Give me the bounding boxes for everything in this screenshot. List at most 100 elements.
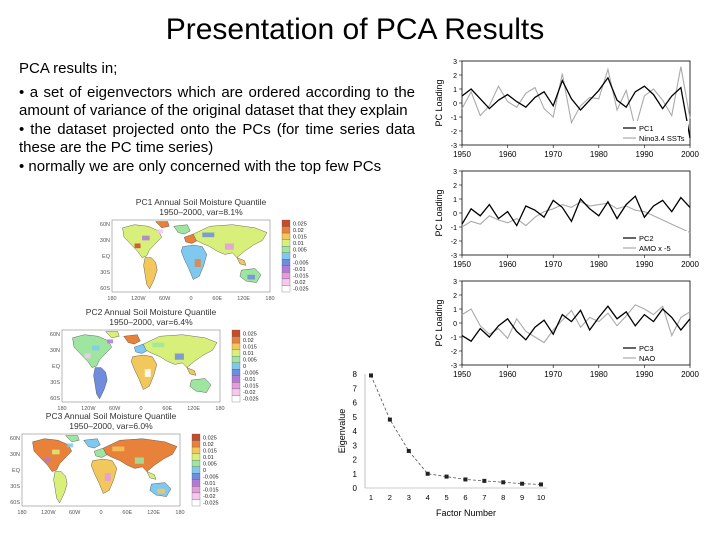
lat-tick-label: EQ bbox=[12, 468, 21, 474]
y-tick-label: 8 bbox=[353, 370, 358, 379]
colorbar-swatch bbox=[281, 278, 291, 286]
y-tick-label: 2 bbox=[453, 73, 457, 80]
colorbar-label: 0.025 bbox=[293, 221, 307, 227]
loading-patch bbox=[194, 259, 201, 267]
x-tick-label: 1960 bbox=[499, 370, 517, 379]
lat-tick-label: 30S bbox=[50, 380, 60, 386]
colorbar-swatch bbox=[281, 272, 291, 280]
colorbar-swatch bbox=[231, 382, 241, 390]
colorbar-label: 0.02 bbox=[243, 338, 254, 344]
land-region bbox=[181, 244, 208, 280]
colorbar-swatch bbox=[191, 492, 201, 500]
legend-label: AMO x -5 bbox=[639, 244, 671, 253]
x-tick-label: 2000 bbox=[681, 150, 699, 159]
x-tick-label: 1990 bbox=[636, 150, 654, 159]
eigenvalue-line bbox=[370, 375, 542, 485]
colorbar-label: -0.015 bbox=[243, 384, 259, 390]
lat-tick-label: 30N bbox=[50, 348, 60, 354]
lat-tick-label: 30N bbox=[100, 238, 110, 244]
amo-x-5-series-line bbox=[461, 201, 691, 234]
y-tick-label: -1 bbox=[451, 225, 457, 232]
nino3-4-ssts-series-line bbox=[461, 66, 691, 131]
colorbar-swatch bbox=[281, 246, 291, 253]
colorbar-swatch bbox=[191, 473, 201, 480]
x-tick-label: 7 bbox=[482, 493, 486, 502]
land-region bbox=[65, 435, 80, 443]
colorbar-label: -0.025 bbox=[243, 397, 259, 403]
colorbar-swatch bbox=[191, 486, 201, 494]
lon-tick-label: 120E bbox=[147, 510, 160, 516]
colorbar-swatch bbox=[191, 440, 201, 448]
y-tick-label: -3 bbox=[451, 143, 457, 150]
y-tick-label: 7 bbox=[353, 384, 358, 393]
colorbar-label: 0.02 bbox=[293, 228, 304, 234]
lon-tick-label: 180 bbox=[265, 296, 274, 302]
pc3-map: PC3 Annual Soil Moisture Quantile1950–20… bbox=[10, 411, 219, 516]
colorbar-swatch bbox=[231, 362, 241, 370]
x-tick-label: 1960 bbox=[499, 150, 517, 159]
loading-patch bbox=[247, 274, 255, 280]
x-tick-label: 1980 bbox=[590, 150, 608, 159]
colorbar-swatch bbox=[231, 342, 241, 350]
bullet-top-pcs: • normally we are only concerned with th… bbox=[19, 157, 382, 175]
y-tick-label: 4 bbox=[353, 427, 358, 436]
land-region bbox=[83, 438, 101, 449]
x-tick-label: 1970 bbox=[544, 150, 562, 159]
loading-patch bbox=[197, 384, 205, 390]
colorbar-swatch bbox=[191, 479, 201, 487]
colorbar-swatch bbox=[231, 336, 241, 344]
colorbar-label: 0.015 bbox=[243, 344, 257, 350]
lon-tick-label: 120E bbox=[237, 296, 250, 302]
loading-patch bbox=[144, 369, 151, 377]
colorbar-swatch bbox=[191, 466, 201, 474]
colorbar-swatch bbox=[191, 453, 201, 461]
scree-plot: Eigenvalue Factor Number 0 1 2 3 4 5 6 7 8 1 2 3 4 5 6 7 8… bbox=[337, 370, 547, 518]
y-tick-label: 5 bbox=[353, 413, 358, 422]
legend-label: Nino3.4 SSTs bbox=[639, 134, 685, 143]
colorbar-label: 0.015 bbox=[203, 448, 217, 454]
lat-tick-label: EQ bbox=[52, 364, 61, 370]
lon-tick-label: 180 bbox=[215, 406, 224, 412]
x-axis-label: Factor Number bbox=[436, 508, 496, 518]
colorbar-label: 0.01 bbox=[203, 455, 214, 461]
map-subtitle: 1950–2000, var=8.1% bbox=[159, 207, 243, 217]
y-tick-label: 1 bbox=[353, 470, 358, 479]
loading-patch bbox=[112, 446, 125, 452]
loading-patch bbox=[44, 457, 51, 463]
map-title: PC1 Annual Soil Moisture Quantile bbox=[136, 197, 267, 207]
colorbar-label: -0.02 bbox=[293, 280, 306, 286]
pc2-series-line bbox=[461, 195, 691, 227]
eigenvalue-point bbox=[520, 481, 525, 486]
lon-tick-label: 180 bbox=[175, 510, 184, 516]
loading-patch bbox=[52, 449, 60, 455]
x-tick-label: 1950 bbox=[453, 260, 471, 269]
colorbar-label: 0.005 bbox=[243, 357, 257, 363]
y-tick-label: 2 bbox=[453, 293, 457, 300]
x-tick-label: 9 bbox=[520, 493, 524, 502]
colorbar-label: 0.005 bbox=[293, 247, 307, 253]
bullet-projection: • the dataset projected onto the PCs (fo… bbox=[19, 120, 415, 157]
x-tick-label: 2000 bbox=[681, 370, 699, 379]
land-region bbox=[72, 334, 112, 368]
y-tick-label: 1 bbox=[453, 307, 457, 314]
loading-patch bbox=[134, 457, 144, 464]
x-tick-label: 5 bbox=[444, 493, 448, 502]
loading-patch bbox=[107, 339, 114, 344]
x-tick-label: 1990 bbox=[636, 260, 654, 269]
colorbar-label: 0.015 bbox=[293, 234, 307, 240]
colorbar-label: -0.005 bbox=[203, 475, 219, 481]
land-region bbox=[93, 367, 108, 400]
y-tick-label: -2 bbox=[451, 129, 457, 136]
loading-patch bbox=[157, 488, 165, 494]
colorbar-label: 0 bbox=[203, 468, 206, 474]
y-tick-label: -2 bbox=[451, 349, 457, 356]
lon-tick-label: 180 bbox=[17, 510, 26, 516]
lon-tick-label: 120W bbox=[41, 510, 56, 516]
y-tick-label: -3 bbox=[451, 363, 457, 370]
colorbar-label: -0.02 bbox=[243, 390, 256, 396]
colorbar-label: -0.01 bbox=[293, 267, 306, 273]
colorbar-swatch bbox=[231, 375, 241, 383]
land-region bbox=[91, 458, 118, 494]
colorbar-label: -0.02 bbox=[203, 494, 216, 500]
